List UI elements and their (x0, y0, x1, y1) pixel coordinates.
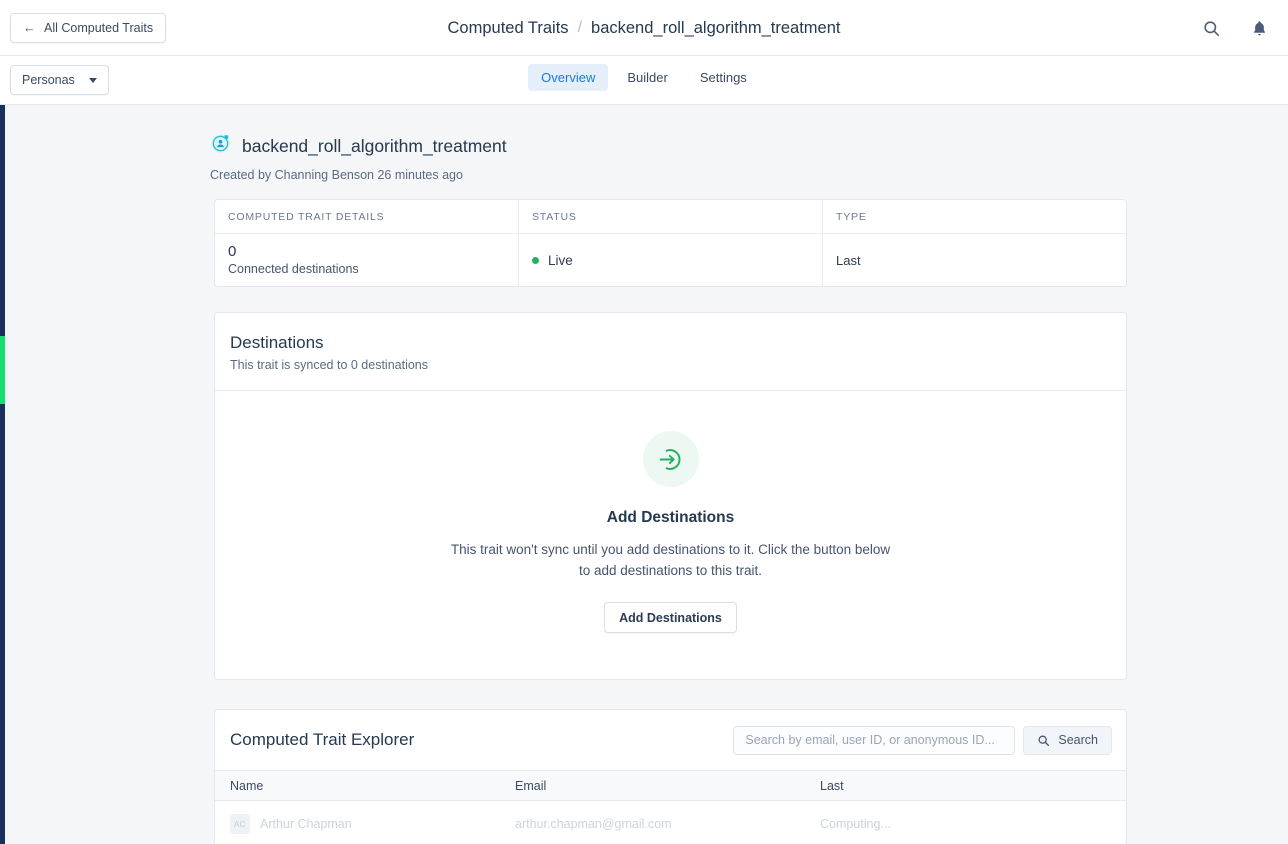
user-circle-icon (210, 133, 231, 159)
destinations-card: Destinations This trait is synced to 0 d… (214, 312, 1127, 680)
details-header-type: TYPE (823, 200, 1126, 234)
chevron-down-icon (88, 77, 97, 83)
overview-page: backend_roll_algorithm_treatment Created… (5, 133, 1288, 844)
details-header-status: STATUS (519, 200, 822, 234)
breadcrumb-separator: / (577, 19, 583, 36)
details-column-type: TYPE Last (823, 200, 1126, 286)
search-button[interactable]: Search (1023, 725, 1112, 755)
tab-overview[interactable]: Overview (528, 64, 609, 91)
status-badge: Live (532, 253, 809, 268)
empty-state-title: Add Destinations (606, 509, 735, 526)
table-row[interactable]: AC Arthur Chapman arthur.chapman@gmail.c… (215, 801, 1126, 844)
search-input[interactable] (733, 725, 1016, 755)
destinations-card-header: Destinations This trait is synced to 0 d… (215, 313, 1126, 391)
column-header-name: Name (230, 778, 264, 793)
cell-email: arthur.chapman@gmail.com (515, 817, 672, 831)
breadcrumb: Computed Traits / backend_roll_algorithm… (0, 0, 1288, 56)
sub-nav-bar: Personas Overview Builder Settings (0, 56, 1288, 105)
breadcrumb-parent-link[interactable]: Computed Traits (447, 18, 569, 37)
left-nav-rail (0, 56, 5, 844)
details-header-trait: COMPUTED TRAIT DETAILS (215, 200, 518, 234)
top-header-bar: ← All Computed Traits Computed Traits / … (0, 0, 1288, 56)
bell-icon[interactable] (1246, 15, 1272, 41)
created-by-text: Created by Channing Benson 26 minutes ag… (210, 168, 463, 182)
details-column-trait: COMPUTED TRAIT DETAILS 0 Connected desti… (215, 200, 519, 286)
trait-title-row: backend_roll_algorithm_treatment (210, 133, 1288, 159)
breadcrumb-current: backend_roll_algorithm_treatment (591, 18, 841, 37)
explorer-title: Computed Trait Explorer (230, 730, 415, 749)
details-body-type: Last (823, 234, 1126, 286)
status-label: Live (548, 252, 573, 268)
column-header-email: Email (515, 778, 547, 793)
connected-destinations-count: 0 (228, 242, 237, 260)
main-content-scroll[interactable]: backend_roll_algorithm_treatment Created… (5, 106, 1288, 844)
arrow-into-circle-icon (642, 431, 699, 487)
page-tabs: Overview Builder Settings (0, 64, 1288, 91)
search-button-label: Search (1058, 733, 1098, 747)
tab-builder[interactable]: Builder (627, 70, 668, 85)
left-nav-rail-active-indicator (0, 336, 5, 404)
explorer-table-header: Name Email Last (215, 770, 1126, 801)
add-destinations-button[interactable]: Add Destinations (604, 602, 737, 633)
cell-last-value: Computing... (820, 817, 891, 831)
back-button-label: All Computed Traits (44, 20, 154, 35)
workspace-label: Personas (22, 73, 75, 87)
computed-trait-explorer-card: Computed Trait Explorer Search Name Emai… (214, 709, 1127, 844)
destinations-empty-state: Add Destinations This trait won't sync u… (215, 391, 1126, 679)
column-header-last: Last (820, 778, 844, 793)
explorer-search-group: Search (733, 725, 1112, 755)
cell-name: AC Arthur Chapman (215, 814, 515, 834)
details-body-trait: 0 Connected destinations (215, 234, 518, 286)
tab-settings[interactable]: Settings (699, 70, 747, 85)
type-value: Last (836, 252, 861, 268)
profile-name: Arthur Chapman (260, 817, 352, 831)
empty-state-description: This trait won't sync until you add dest… (450, 542, 891, 578)
status-dot-icon (532, 256, 539, 264)
details-body-status: Live (519, 234, 822, 286)
details-column-status: STATUS Live (519, 200, 823, 286)
search-icon[interactable] (1198, 15, 1224, 41)
connected-destinations-label: Connected destinations (228, 262, 359, 277)
destinations-title: Destinations (230, 333, 324, 352)
avatar: AC (230, 814, 250, 834)
back-to-all-computed-traits-button[interactable]: ← All Computed Traits (10, 12, 167, 43)
destinations-subtitle: This trait is synced to 0 destinations (230, 358, 429, 372)
explorer-header: Computed Trait Explorer Search (215, 710, 1126, 770)
page-title: backend_roll_algorithm_treatment (242, 135, 507, 156)
top-header-actions (1198, 0, 1272, 56)
computed-trait-details-table: COMPUTED TRAIT DETAILS 0 Connected desti… (214, 199, 1127, 287)
workspace-personas-dropdown[interactable]: Personas (10, 65, 109, 95)
back-arrow-icon: ← (23, 20, 36, 35)
